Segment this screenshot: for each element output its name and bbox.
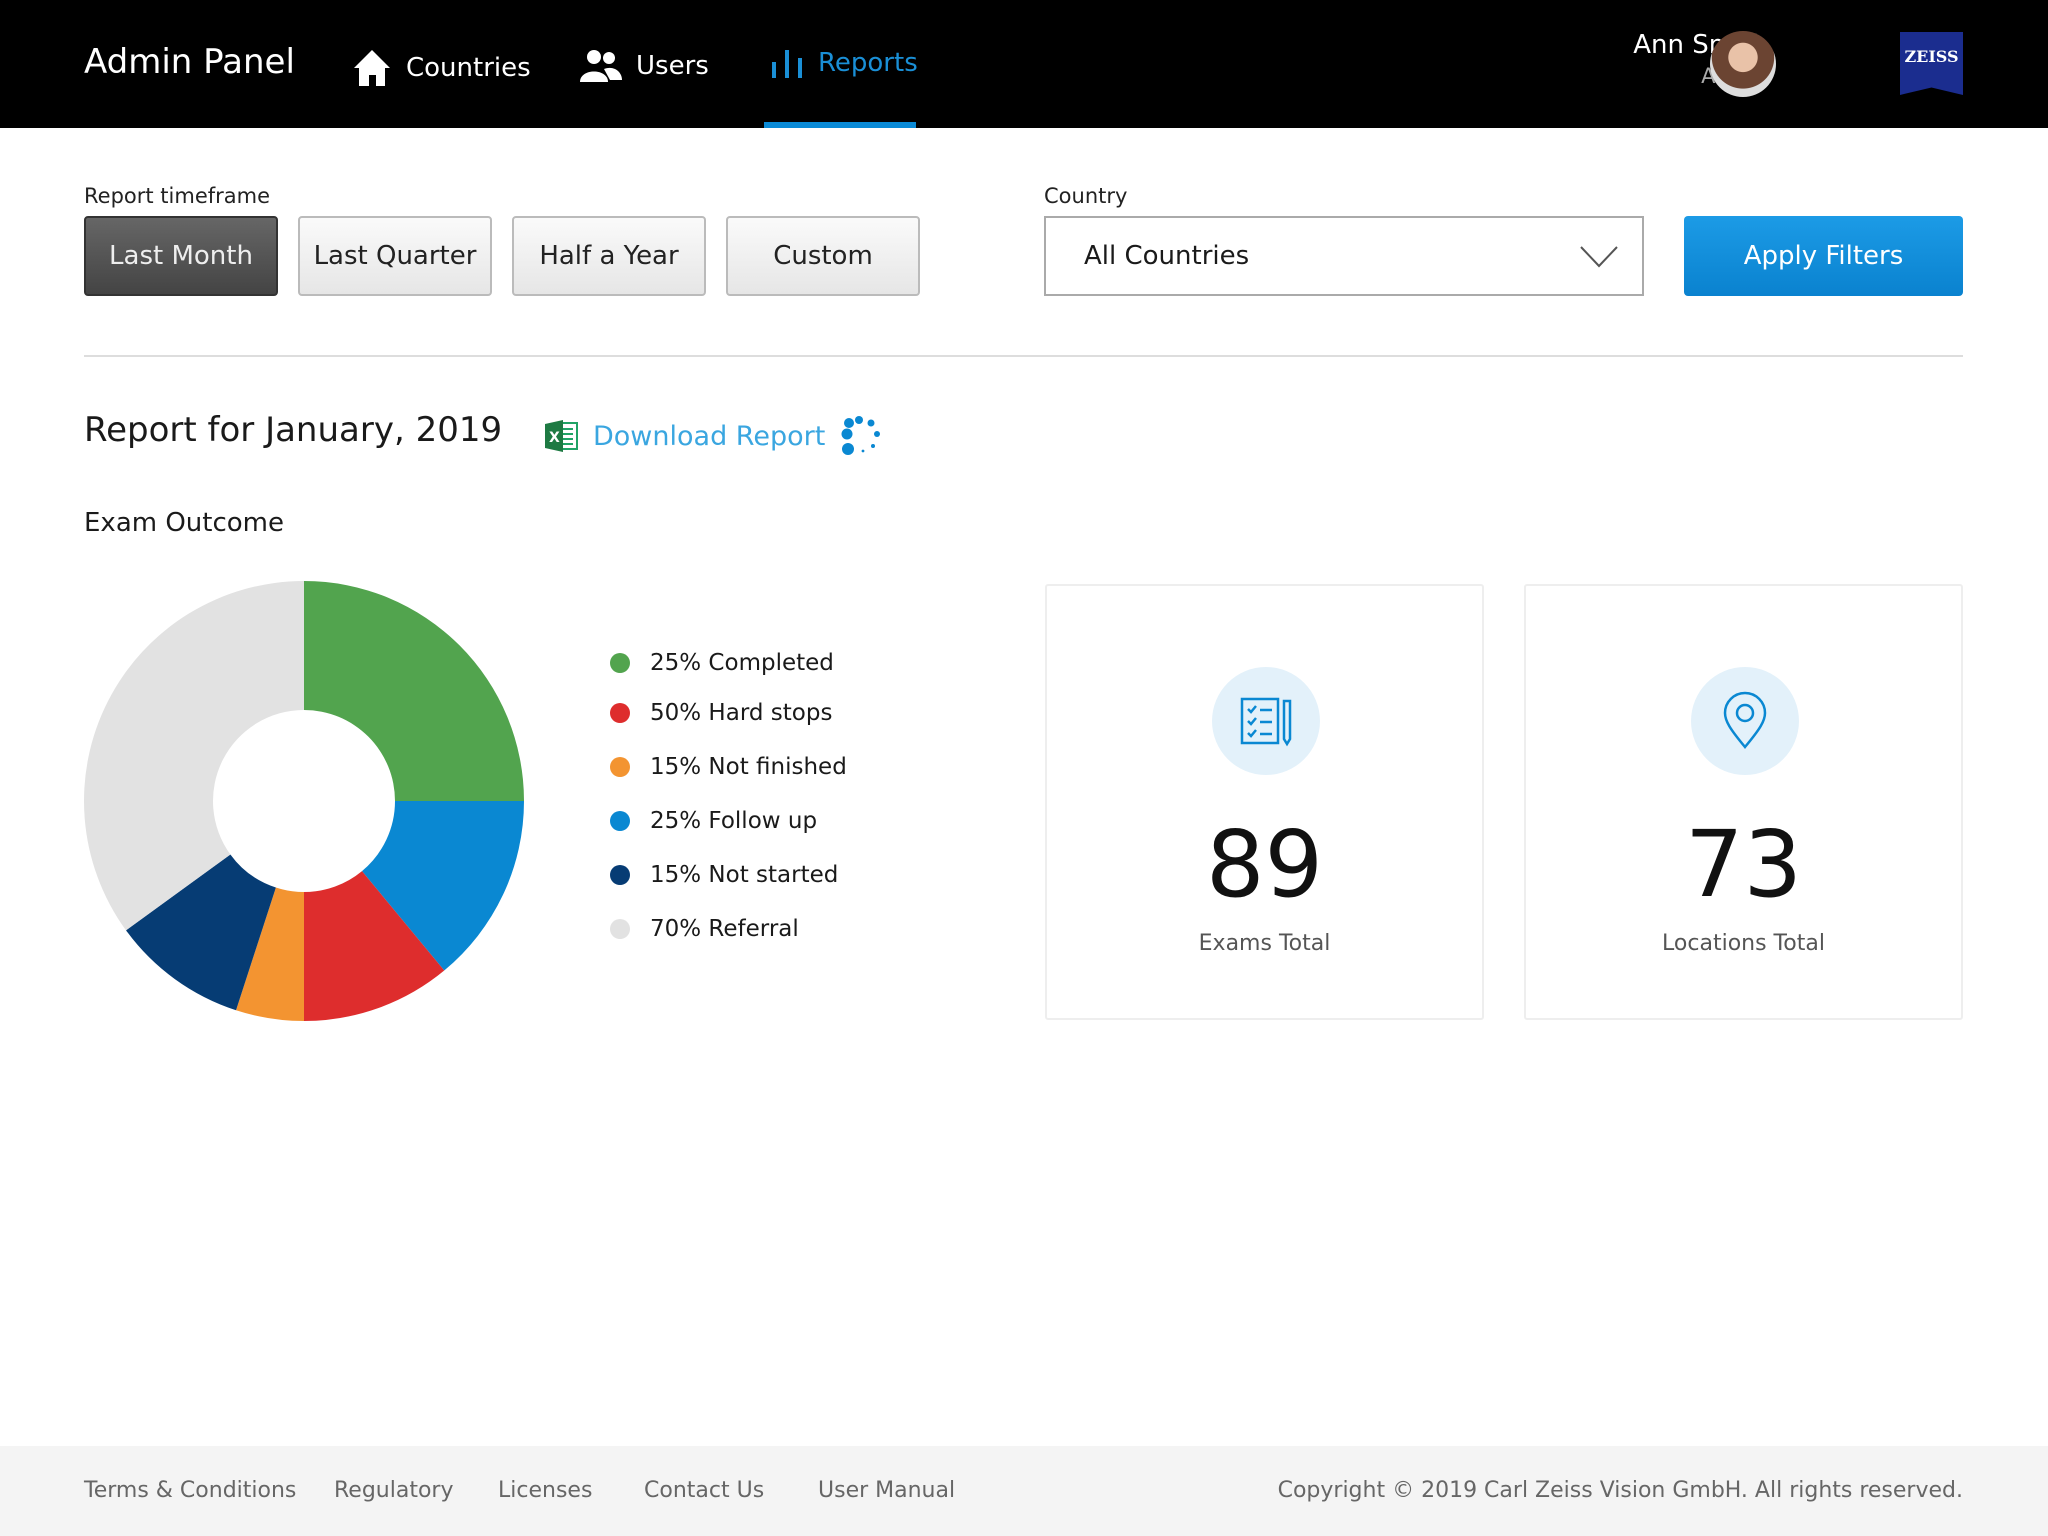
- chevron-down-icon: [1580, 246, 1618, 268]
- legend-label: 25% Completed: [650, 650, 834, 676]
- nav-label: Reports: [818, 48, 918, 78]
- timeframe-custom[interactable]: Custom: [726, 216, 920, 296]
- legend-item: 70% Referral: [610, 916, 799, 942]
- legend-label: 70% Referral: [650, 916, 799, 942]
- legend-label: 15% Not started: [650, 862, 839, 888]
- section-title: Exam Outcome: [84, 508, 285, 538]
- home-icon: [354, 50, 390, 86]
- legend-item: 15% Not started: [610, 862, 838, 888]
- legend-dot-icon: [610, 865, 630, 885]
- nav-reports[interactable]: Reports: [770, 48, 918, 78]
- zeiss-logo: ZEISS: [1900, 32, 1963, 95]
- footer-link-user-manual[interactable]: User Manual: [818, 1478, 956, 1503]
- footer: Terms & Conditions Regulatory Licenses C…: [0, 1446, 2048, 1536]
- timeframe-label: Report timeframe: [84, 184, 271, 208]
- download-label: Download Report: [593, 420, 826, 452]
- timeframe-last-quarter[interactable]: Last Quarter: [298, 216, 492, 296]
- locations-total-card: 73 Locations Total: [1524, 584, 1963, 1020]
- legend-dot-icon: [610, 919, 630, 939]
- nav-countries[interactable]: Countries: [352, 48, 531, 88]
- legend-item: 15% Not finished: [610, 754, 847, 780]
- exam-list-icon: [1212, 667, 1320, 775]
- exams-total-value: 89: [1205, 811, 1324, 918]
- legend-item: 25% Follow up: [610, 808, 817, 834]
- pie-slice-referral: [84, 581, 304, 931]
- country-select[interactable]: All Countries: [1044, 216, 1644, 296]
- legend-label: 15% Not finished: [650, 754, 847, 780]
- nav-label: Users: [636, 51, 709, 81]
- nav-label: Countries: [406, 53, 531, 83]
- timeframe-half-year[interactable]: Half a Year: [512, 216, 706, 296]
- country-label: Country: [1044, 184, 1128, 208]
- excel-icon: X: [545, 420, 578, 452]
- users-icon: [580, 50, 622, 82]
- pie-slice-not-started: [126, 854, 276, 1011]
- download-report-link[interactable]: X Download Report: [545, 414, 883, 458]
- loading-spinner-icon: [841, 416, 881, 455]
- legend-dot-icon: [610, 653, 630, 673]
- legend-item: 25% Completed: [610, 650, 834, 676]
- legend-label: 25% Follow up: [650, 808, 818, 834]
- apply-filters-button[interactable]: Apply Filters: [1684, 216, 1963, 296]
- footer-link-regulatory[interactable]: Regulatory: [334, 1478, 454, 1503]
- legend-dot-icon: [610, 811, 630, 831]
- footer-link-licenses[interactable]: Licenses: [498, 1478, 593, 1503]
- divider: [84, 355, 1963, 357]
- legend-item: 50% Hard stops: [610, 700, 832, 726]
- exam-outcome-donut-chart: [84, 581, 524, 1021]
- pie-slice-follow-up: [362, 801, 524, 971]
- locations-total-value: 73: [1684, 811, 1803, 918]
- pie-slice-hard-stops: [304, 871, 445, 1021]
- exams-total-label: Exams Total: [1198, 931, 1331, 956]
- report-title: Report for January, 2019: [84, 410, 503, 450]
- timeframe-last-month[interactable]: Last Month: [84, 216, 278, 296]
- legend-dot-icon: [610, 757, 630, 777]
- avatar[interactable]: [1710, 31, 1776, 97]
- bar-chart-icon: [772, 50, 802, 78]
- footer-link-terms[interactable]: Terms & Conditions: [84, 1478, 297, 1503]
- active-tab-indicator: [764, 122, 916, 128]
- nav-users[interactable]: Users: [580, 48, 709, 84]
- pie-slice-not-finished: [236, 887, 304, 1021]
- copyright: Copyright © 2019 Carl Zeiss Vision GmbH.…: [1277, 1478, 1963, 1503]
- pie-slice-completed: [304, 581, 524, 801]
- svg-text:X: X: [549, 430, 560, 446]
- locations-total-label: Locations Total: [1662, 931, 1825, 956]
- exams-total-card: 89 Exams Total: [1045, 584, 1484, 1020]
- legend-label: 50% Hard stops: [650, 700, 833, 726]
- footer-link-contact[interactable]: Contact Us: [644, 1478, 765, 1503]
- app-title: Admin Panel: [84, 42, 295, 82]
- country-value: All Countries: [1084, 241, 1250, 271]
- legend-dot-icon: [610, 703, 630, 723]
- top-bar: Admin Panel Countries Users Reports Ann …: [0, 0, 2048, 128]
- location-pin-icon: [1691, 667, 1799, 775]
